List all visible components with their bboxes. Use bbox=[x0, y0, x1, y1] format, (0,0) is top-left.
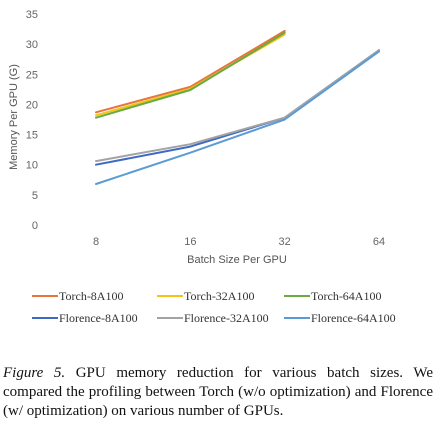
series-line-florence-32a100 bbox=[95, 49, 380, 163]
x-tick-label: 32 bbox=[279, 236, 291, 248]
legend-label: Florence-64A100 bbox=[311, 311, 396, 325]
y-axis-ticks: 0 5 10 15 20 25 30 35 bbox=[26, 9, 38, 232]
legend-label: Torch-64A100 bbox=[311, 289, 381, 303]
y-tick-label: 0 bbox=[32, 220, 38, 232]
y-tick-label: 30 bbox=[26, 39, 38, 51]
legend: Torch-8A100 Torch-32A100 Torch-64A100 Flore… bbox=[32, 289, 396, 325]
legend-item: Torch-8A100 bbox=[32, 289, 123, 303]
legend-item: Torch-64A100 bbox=[284, 289, 381, 303]
y-tick-label: 25 bbox=[26, 69, 38, 81]
legend-item: Florence-8A100 bbox=[32, 311, 138, 325]
series-line-torch-8a100 bbox=[95, 29, 286, 114]
series-line-florence-8a100 bbox=[95, 49, 380, 166]
y-tick-label: 20 bbox=[26, 99, 38, 111]
series-line-torch-64a100 bbox=[95, 31, 286, 119]
legend-label: Florence-8A100 bbox=[59, 311, 138, 325]
x-tick-label: 16 bbox=[184, 236, 196, 248]
legend-item: Florence-32A100 bbox=[157, 311, 269, 325]
y-tick-label: 5 bbox=[32, 190, 38, 202]
figure-caption: Figure 5. GPU memory reduction for vario… bbox=[3, 364, 433, 421]
x-tick-label: 64 bbox=[373, 236, 385, 248]
legend-label: Florence-32A100 bbox=[184, 311, 269, 325]
y-tick-label: 35 bbox=[26, 9, 38, 21]
x-axis-label: Batch Size Per GPU bbox=[187, 254, 287, 266]
y-tick-label: 15 bbox=[26, 130, 38, 142]
caption-text: GPU memory reduction for various batch s… bbox=[3, 365, 433, 419]
legend-item: Florence-64A100 bbox=[284, 311, 396, 325]
figure-label: Figure 5. bbox=[3, 365, 66, 381]
y-tick-label: 10 bbox=[26, 160, 38, 172]
y-axis-label: Memory Per GPU (G) bbox=[8, 64, 20, 170]
x-axis-ticks: 8 16 32 64 bbox=[93, 236, 385, 248]
series-line-florence-64a100 bbox=[95, 50, 380, 185]
x-tick-label: 8 bbox=[93, 236, 99, 248]
series-lines bbox=[95, 29, 380, 185]
legend-label: Torch-32A100 bbox=[184, 289, 254, 303]
legend-item: Torch-32A100 bbox=[157, 289, 254, 303]
line-chart: 0 5 10 15 20 25 30 35 8 16 32 64 Batch Size Per GP… bbox=[8, 9, 396, 325]
legend-label: Torch-8A100 bbox=[59, 289, 123, 303]
